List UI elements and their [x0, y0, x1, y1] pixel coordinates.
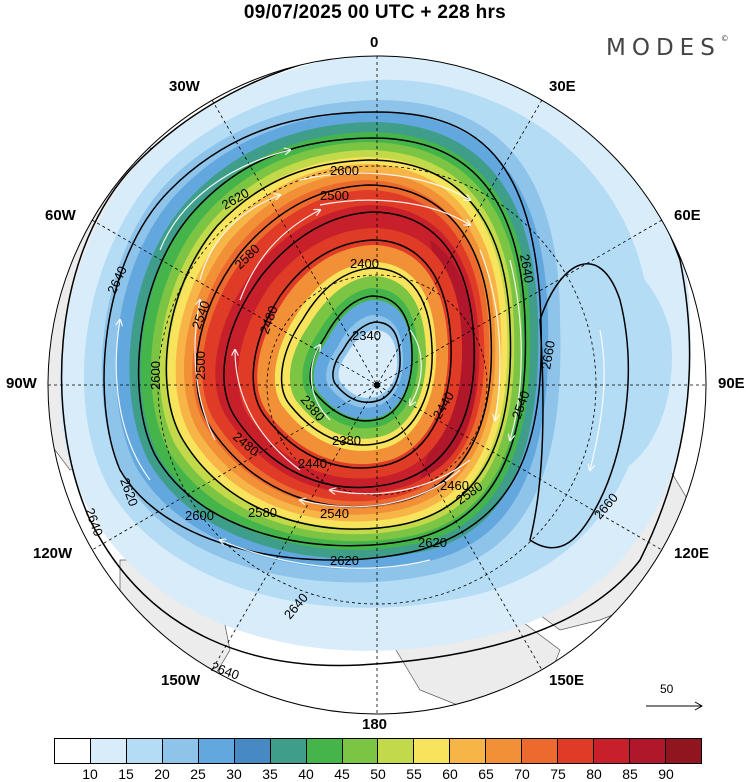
- colorbar-swatch: [630, 739, 666, 763]
- colorbar-swatch: [270, 739, 307, 763]
- colorbar-swatch: [558, 739, 595, 763]
- contour-label: 2660: [538, 339, 558, 370]
- contour-label: 2460: [440, 478, 469, 493]
- colorbar-tick-label: 40: [298, 766, 314, 782]
- colorbar-swatch: [594, 739, 630, 763]
- colorbar-tick-label: 55: [406, 766, 422, 782]
- colorbar-tick-label: 60: [442, 766, 458, 782]
- colorbar: [54, 738, 702, 764]
- colorbar-swatch: [486, 739, 523, 763]
- colorbar-tick-label: 50: [370, 766, 386, 782]
- colorbar-tick-label: 45: [334, 766, 350, 782]
- colorbar-tick-label: 85: [622, 766, 638, 782]
- colorbar-ticks: 10 15 20 25 30 35 40 45 50 55 60 65 70 75 80 85 90: [54, 764, 702, 782]
- contour-label: 2620: [418, 535, 447, 550]
- colorbar-swatch: [522, 739, 559, 763]
- secondary-jet-patch: [560, 252, 672, 470]
- colorbar-tick-label: 20: [154, 766, 170, 782]
- lon-label-120w: 120W: [33, 545, 73, 562]
- colorbar-tick-label: 30: [226, 766, 242, 782]
- colorbar-swatch: [342, 739, 379, 763]
- contour-label: 2640: [517, 253, 537, 284]
- graticule: [48, 56, 706, 714]
- lon-label-180: 180: [362, 716, 388, 733]
- colorbar-swatch: [378, 739, 415, 763]
- colorbar-swatch: [198, 739, 235, 763]
- map-title: 09/07/2025 00 UTC + 228 hrs: [243, 2, 507, 23]
- contour-label: 2600: [330, 163, 359, 178]
- colorbar-swatch: [665, 739, 701, 763]
- colorbar-tick-label: 75: [550, 766, 566, 782]
- lon-label-60w: 60W: [45, 207, 76, 224]
- lon-label-120e: 120E: [674, 545, 710, 562]
- contour-label: 2620: [330, 553, 359, 568]
- map-border: [47, 55, 707, 715]
- colorbar-tick-label: 65: [478, 766, 494, 782]
- colorbar-tick-label: 15: [118, 766, 134, 782]
- colorbar-swatch: [450, 739, 487, 763]
- contour-label: 2600: [148, 361, 163, 390]
- contour-label: 2380: [332, 433, 361, 448]
- colorbar-tick-label: 25: [190, 766, 206, 782]
- colorbar-tick-label: 80: [586, 766, 602, 782]
- contour-label: 2400: [350, 256, 379, 271]
- colorbar-swatch: [55, 739, 91, 763]
- contour-label: 2600: [185, 508, 214, 523]
- modes-logo: MODES©: [606, 34, 729, 61]
- lon-label-90w: 90W: [6, 375, 37, 392]
- brand-text: MODES: [606, 35, 721, 61]
- colorbar-swatch: [234, 739, 271, 763]
- colorbar-swatch: [306, 739, 343, 763]
- colorbar-swatch: [90, 739, 127, 763]
- north-pole-marker: [374, 382, 380, 388]
- polar-jet-map: 2340 2380 2380 2400 2440 2440 2460 2480 …: [47, 55, 707, 715]
- contour-label: 2540: [320, 506, 349, 521]
- colorbar-tick-label: 90: [658, 766, 674, 782]
- wind-vectors: [116, 150, 605, 569]
- contour-label: 2440: [298, 456, 327, 471]
- wind-speed-shading: [59, 56, 691, 651]
- lon-label-0: 0: [370, 34, 379, 51]
- colorbar-tick-label: 35: [262, 766, 278, 782]
- lon-label-30e: 30E: [549, 78, 576, 95]
- contour-label: 2500: [320, 188, 349, 203]
- colorbar-tick-label: 10: [82, 766, 98, 782]
- copyright-mark: ©: [720, 34, 729, 43]
- right-arrow-icon: [646, 701, 704, 711]
- colorbar-swatch: [414, 739, 451, 763]
- lon-label-90e: 90E: [718, 375, 745, 392]
- lon-label-60e: 60E: [674, 207, 701, 224]
- colorbar-swatch: [162, 739, 199, 763]
- lon-label-30w: 30W: [169, 78, 200, 95]
- colorbar-swatch: [126, 739, 163, 763]
- reference-vector-label: 50: [660, 682, 674, 696]
- lon-label-150e: 150E: [549, 672, 585, 689]
- contour-label: 2340: [352, 328, 381, 343]
- contour-label: 2580: [248, 505, 277, 520]
- colorbar-tick-label: 70: [514, 766, 530, 782]
- contour-label: 2500: [193, 351, 208, 380]
- lon-label-150w: 150W: [161, 672, 201, 689]
